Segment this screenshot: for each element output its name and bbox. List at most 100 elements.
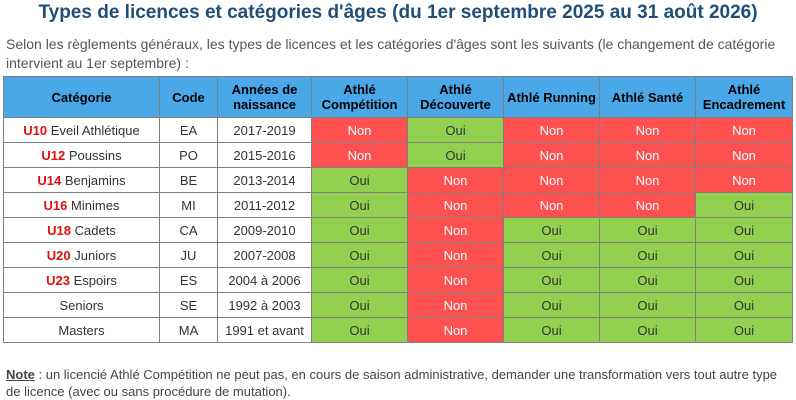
cell-encadrement: Oui [695, 192, 793, 218]
table-row: Seniors SE 1992 à 2003 Oui Non Oui Oui Oui [3, 292, 793, 318]
category-name: Eveil Athlétique [50, 122, 140, 138]
cell-code: SE [159, 292, 218, 318]
cell-running: Oui [503, 242, 600, 268]
note: Note : un licencié Athlé Compétition ne … [6, 366, 792, 400]
cell-decouverte: Non [407, 167, 504, 193]
cell-code: JU [159, 242, 218, 268]
cell-encadrement: Oui [695, 267, 793, 293]
cell-code: MI [159, 192, 218, 218]
age-code: U10 [23, 122, 48, 138]
cell-encadrement: Oui [695, 217, 793, 243]
cell-annees: 2007-2008 [217, 242, 312, 268]
cell-code: MA [159, 317, 218, 343]
cell-encadrement: Oui [695, 292, 793, 318]
cell-running: Oui [503, 217, 600, 243]
cell-annees: 1992 à 2003 [217, 292, 312, 318]
cell-annees: 2004 à 2006 [217, 267, 312, 293]
table-header-row: Catégorie Code Années de naissance Athlé… [3, 76, 793, 118]
cell-sante: Oui [599, 317, 696, 343]
cell-decouverte: Non [407, 217, 504, 243]
table-row: U18 Cadets CA 2009-2010 Oui Non Oui Oui Oui [3, 217, 793, 243]
cell-decouverte: Non [407, 317, 504, 343]
cell-categorie: U18 Cadets [3, 217, 160, 243]
table-row: U23 Espoirs ES 2004 à 2006 Oui Non Oui Oui Oui [3, 267, 793, 293]
category-name: Poussins [68, 147, 122, 163]
category-name: Cadets [74, 222, 116, 238]
cell-competition: Oui [311, 267, 408, 293]
cell-competition: Oui [311, 217, 408, 243]
licence-table: Catégorie Code Années de naissance Athlé… [3, 76, 793, 343]
age-code: U14 [37, 172, 62, 188]
cell-decouverte: Non [407, 192, 504, 218]
cell-decouverte: Non [407, 242, 504, 268]
table-row: U20 Juniors JU 2007-2008 Oui Non Oui Oui Oui [3, 242, 793, 268]
cell-annees: 2017-2019 [217, 117, 312, 143]
table-row: U10 Eveil Athlétique EA 2017-2019 Non Oui Non… [3, 117, 793, 143]
age-code: U12 [41, 147, 66, 163]
cell-categorie: U23 Espoirs [3, 267, 160, 293]
category-name: Masters [58, 322, 105, 338]
cell-encadrement: Non [695, 167, 793, 193]
age-code: U23 [46, 272, 70, 288]
cell-decouverte: Oui [407, 117, 504, 143]
cell-encadrement: Oui [695, 317, 793, 343]
cell-encadrement: Non [695, 117, 793, 143]
table-row: Masters MA 1991 et avant Oui Non Oui Oui Oui [3, 317, 793, 343]
cell-categorie: U20 Juniors [3, 242, 160, 268]
category-name: Espoirs [73, 272, 117, 288]
cell-encadrement: Non [695, 142, 793, 168]
cell-categorie: U10 Eveil Athlétique [3, 117, 160, 143]
cell-competition: Non [311, 117, 408, 143]
category-name: Minimes [71, 197, 120, 213]
cell-sante: Non [599, 167, 696, 193]
cell-categorie: U16 Minimes [3, 192, 160, 218]
cell-code: ES [159, 267, 218, 293]
page-title: Types de licences et catégories d'âges (… [38, 2, 758, 23]
cell-categorie: Masters [3, 317, 160, 343]
cell-competition: Oui [311, 317, 408, 343]
cell-running: Non [503, 142, 600, 168]
header-code: Code [159, 76, 218, 118]
header-competition: Athlé Compétition [311, 76, 408, 118]
table-row: U14 Benjamins BE 2013-2014 Oui Non Non Non Non [3, 167, 793, 193]
cell-sante: Non [599, 192, 696, 218]
cell-running: Non [503, 117, 600, 143]
cell-categorie: U14 Benjamins [3, 167, 160, 193]
category-name: Seniors [59, 297, 104, 313]
header-decouverte: Athlé Découverte [407, 76, 504, 118]
cell-decouverte: Non [407, 292, 504, 318]
cell-categorie: Seniors [3, 292, 160, 318]
age-code: U16 [43, 197, 68, 213]
cell-annees: 2009-2010 [217, 217, 312, 243]
cell-categorie: U12 Poussins [3, 142, 160, 168]
cell-sante: Oui [599, 242, 696, 268]
cell-competition: Non [311, 142, 408, 168]
cell-sante: Non [599, 142, 696, 168]
cell-running: Non [503, 167, 600, 193]
header-encadrement: Athlé Encadrement [695, 76, 793, 118]
table-row: U16 Minimes MI 2011-2012 Oui Non Non Non Oui [3, 192, 793, 218]
age-code: U20 [46, 247, 71, 263]
cell-annees: 2013-2014 [217, 167, 312, 193]
cell-competition: Oui [311, 192, 408, 218]
cell-running: Oui [503, 292, 600, 318]
cell-sante: Oui [599, 292, 696, 318]
cell-code: EA [159, 117, 218, 143]
category-name: Juniors [74, 247, 117, 263]
cell-code: CA [159, 217, 218, 243]
cell-competition: Oui [311, 167, 408, 193]
cell-sante: Oui [599, 217, 696, 243]
cell-annees: 1991 et avant [217, 317, 312, 343]
cell-code: BE [159, 167, 218, 193]
cell-encadrement: Oui [695, 242, 793, 268]
note-text: : un licencié Athlé Compétition ne peut … [6, 367, 778, 399]
header-sante: Athlé Santé [599, 76, 696, 118]
table-row: U12 Poussins PO 2015-2016 Non Oui Non Non Non [3, 142, 793, 168]
cell-decouverte: Oui [407, 142, 504, 168]
intro-text: Selon les règlements généraux, les types… [6, 36, 776, 71]
cell-running: Non [503, 192, 600, 218]
header-annees: Années de naissance [217, 76, 312, 118]
header-categorie: Catégorie [3, 76, 160, 118]
cell-competition: Oui [311, 242, 408, 268]
cell-running: Oui [503, 317, 600, 343]
